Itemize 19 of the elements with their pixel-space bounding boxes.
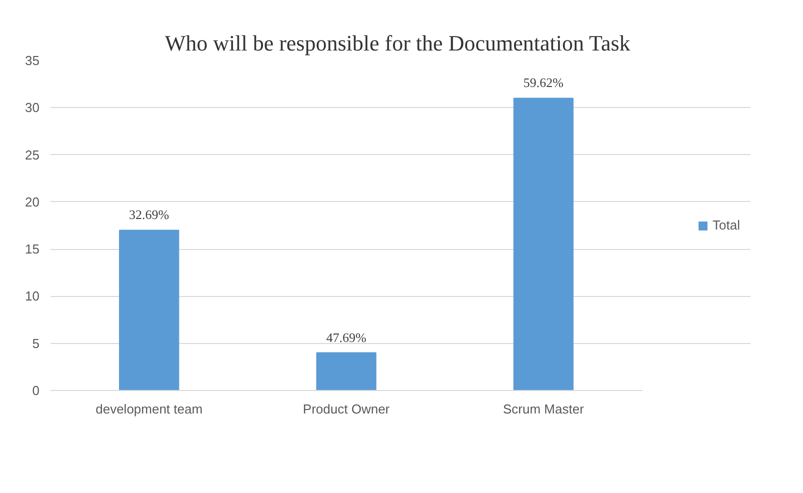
- y-tick-label: 35: [25, 53, 40, 68]
- bar: [119, 230, 180, 390]
- text: 32.69%: [129, 207, 170, 222]
- y-tick-label: 0: [32, 383, 40, 398]
- text: 59.62%: [523, 75, 564, 90]
- y-tick-label: 30: [25, 100, 40, 116]
- y-tick-label: 20: [25, 194, 40, 210]
- chart-title: Who will be responsible for the Documentation Task: [164, 30, 630, 56]
- legend-label: Total: [712, 218, 740, 232]
- x-tick-label: development team: [96, 402, 203, 416]
- y-tick-label: 10: [25, 288, 40, 304]
- x-tick-label: Scrum Master: [503, 402, 585, 416]
- y-tick-label: 25: [25, 147, 40, 162]
- text: 47.69%: [326, 330, 366, 345]
- x-tick-label: Product Owner: [302, 402, 390, 416]
- bar: [316, 352, 376, 390]
- y-tick-label: 5: [32, 336, 40, 351]
- bar: [513, 98, 574, 390]
- y-tick-label: 15: [25, 242, 40, 257]
